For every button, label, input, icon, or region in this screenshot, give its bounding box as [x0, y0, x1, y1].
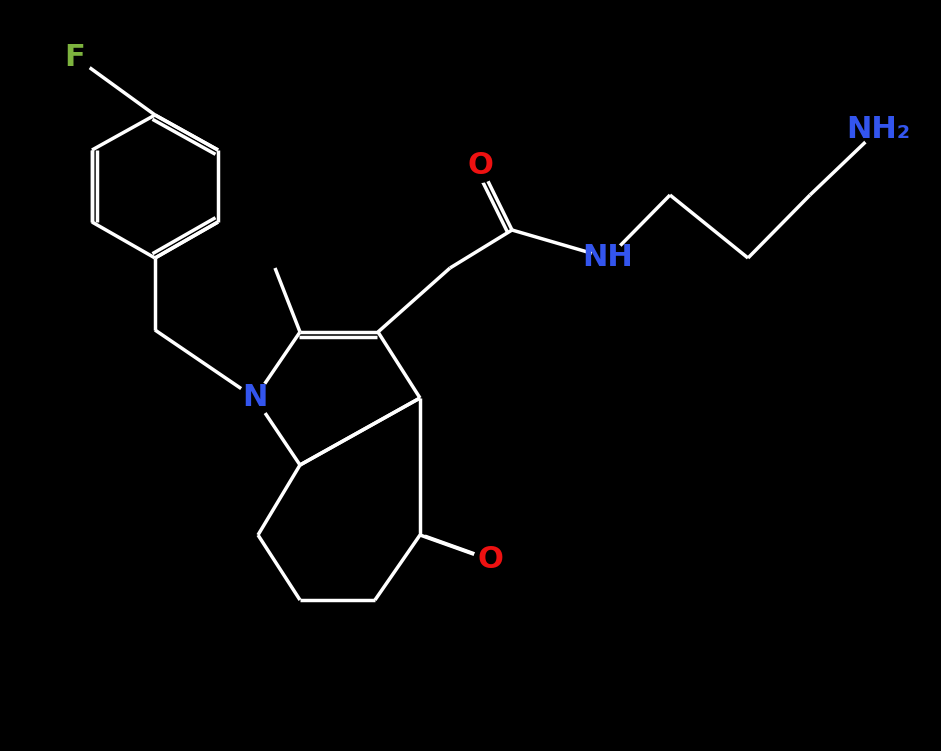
- Text: O: O: [467, 150, 493, 179]
- Text: N: N: [243, 384, 267, 412]
- Text: F: F: [65, 43, 86, 71]
- Text: O: O: [477, 545, 502, 575]
- Text: NH: NH: [582, 243, 633, 273]
- Text: NH₂: NH₂: [846, 116, 910, 144]
